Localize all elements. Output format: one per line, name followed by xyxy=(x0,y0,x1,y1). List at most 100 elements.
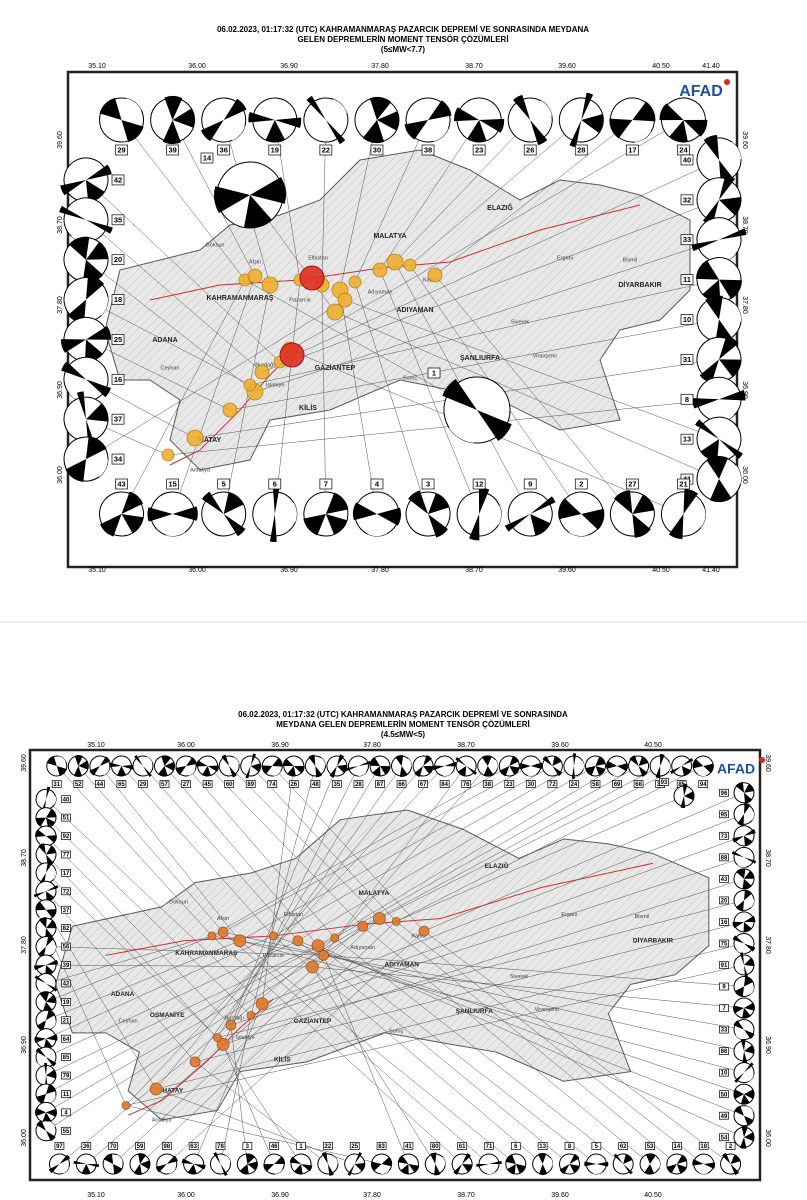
beachball xyxy=(371,1153,393,1175)
epicenter xyxy=(403,258,417,272)
beachball-quadrant xyxy=(428,120,449,142)
leader-line xyxy=(45,935,212,984)
beachball-id-box xyxy=(242,1142,253,1150)
beachball xyxy=(404,97,452,143)
leader-line xyxy=(261,199,720,373)
beachball-quadrant xyxy=(46,945,56,954)
beachball-quadrant xyxy=(719,303,742,322)
province-label: ELAZIĞ xyxy=(485,861,509,870)
lon-tick-label: 35.10 xyxy=(87,742,105,749)
beachball-quadrant xyxy=(733,1020,755,1039)
leader-line xyxy=(423,792,745,932)
beachball-quadrant xyxy=(46,1020,56,1029)
beachball-quadrant xyxy=(743,921,752,932)
province-label: KİLİS xyxy=(299,404,317,412)
leader-line xyxy=(261,765,295,1004)
beachball xyxy=(628,755,650,777)
beachball xyxy=(397,1153,420,1175)
beachball-id: 52 xyxy=(75,782,82,788)
lon-tick-label: 41.40 xyxy=(702,567,720,574)
beachball-quadrant xyxy=(245,753,257,779)
leader-line xyxy=(279,159,720,363)
lon-tick-label: 39.60 xyxy=(551,1192,569,1199)
beachball-id: 75 xyxy=(721,942,728,948)
district-label: Ceyhan xyxy=(161,365,180,371)
beachball-quadrant xyxy=(272,766,281,776)
beachball-quadrant xyxy=(41,786,51,812)
beachball-id: 1 xyxy=(432,368,436,377)
beachball-quadrant xyxy=(294,1164,303,1175)
beachball-quadrant xyxy=(744,1072,754,1082)
beachball-id-box xyxy=(719,982,729,991)
province-label: ADIYAMAN xyxy=(385,962,420,969)
beachball-id-box xyxy=(719,831,729,840)
beachball-id: 22 xyxy=(325,1144,332,1150)
beachball-quadrant xyxy=(737,857,746,868)
beachball-quadrant xyxy=(739,1125,749,1149)
beachball-id: 37 xyxy=(114,415,122,424)
beachball-quadrant xyxy=(147,506,198,522)
beachball xyxy=(733,802,755,826)
beachball-quadrant xyxy=(499,755,520,777)
beachball xyxy=(692,1153,716,1175)
leader-line xyxy=(211,765,510,937)
beachball-id: 93 xyxy=(661,780,668,786)
beachball-quadrant xyxy=(117,766,127,777)
epicenter xyxy=(261,276,279,294)
beachball xyxy=(519,755,543,777)
beachball-quadrant xyxy=(732,828,756,843)
beachball-quadrant xyxy=(552,756,562,766)
province-label: ŞANLIURFA xyxy=(460,355,500,362)
beachball-quadrant xyxy=(308,754,323,778)
beachball-quadrant xyxy=(175,757,197,775)
beachball-id: 68 xyxy=(635,782,642,788)
beachball-quadrant xyxy=(35,1107,57,1117)
lat-tick-label: 36.90 xyxy=(741,381,748,399)
beachball-quadrant xyxy=(696,260,742,300)
leader-line xyxy=(45,891,196,1063)
beachball xyxy=(73,1153,99,1175)
beachball-id: 33 xyxy=(683,235,691,244)
beachball-quadrant xyxy=(700,439,719,462)
beachball-quadrant xyxy=(504,496,556,532)
epicenter xyxy=(121,1101,131,1110)
epicenter xyxy=(216,1038,230,1051)
beachball-id: 61 xyxy=(459,1144,466,1150)
epicenter xyxy=(348,275,362,289)
beachball-id: 71 xyxy=(486,1144,493,1150)
beachball-id-box xyxy=(61,887,71,896)
beachball-id-box xyxy=(95,780,105,788)
beachball-id-box xyxy=(61,1071,71,1080)
leader-line xyxy=(45,940,240,1021)
beachball-id: 9 xyxy=(528,479,532,488)
beachball-quadrant xyxy=(569,1164,580,1173)
beachball xyxy=(695,416,743,462)
beachball-id: 20 xyxy=(114,255,122,264)
beachball-id: 17 xyxy=(63,871,70,877)
beachball-id-box xyxy=(719,810,729,819)
province-label: GAZİANTEP xyxy=(315,364,356,372)
lat-tick-label: 39.60 xyxy=(57,131,64,149)
lat-tick-label: 38.70 xyxy=(21,849,28,867)
beachball-id: 11 xyxy=(683,275,691,284)
beachball-quadrant xyxy=(691,228,747,252)
beachball-id: 28 xyxy=(577,145,585,154)
beachball-id: 82 xyxy=(63,926,70,932)
beachball-quadrant xyxy=(744,957,754,967)
beachball-id: 62 xyxy=(620,1144,627,1150)
leader-line xyxy=(223,284,271,515)
leader-line xyxy=(45,931,224,1003)
leader-line xyxy=(222,765,359,1045)
beachball-id-box xyxy=(319,478,333,490)
beachball-quadrant xyxy=(265,120,285,143)
beachball-quadrant xyxy=(569,92,594,148)
beachball-quadrant xyxy=(61,361,111,398)
beachball-id: 53 xyxy=(647,1144,654,1150)
beachball-id-box xyxy=(111,373,125,385)
beachball-quadrant xyxy=(46,1069,57,1079)
leader-line xyxy=(379,765,682,919)
beachball-id-box xyxy=(370,144,384,156)
beachball xyxy=(558,92,604,148)
epicenter xyxy=(418,925,430,937)
beachball-id: 29 xyxy=(140,782,147,788)
